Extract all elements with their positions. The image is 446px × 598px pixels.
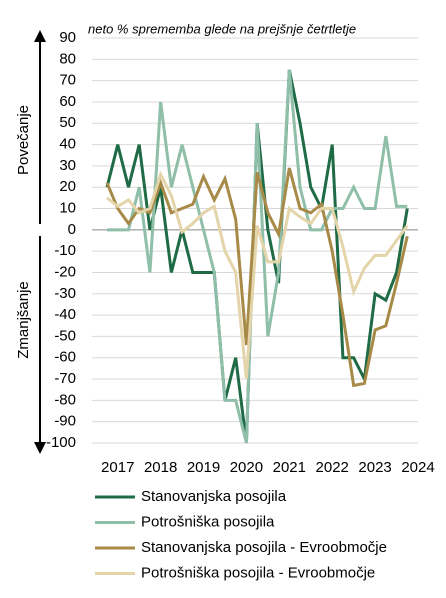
y-tick-label: 80 (59, 50, 76, 67)
x-tick-label: 2019 (187, 459, 220, 476)
x-tick-label: 2024 (401, 459, 434, 476)
y-tick-label: -40 (54, 306, 76, 323)
y-tick-label: -60 (54, 349, 76, 366)
y-tick-label: 30 (59, 157, 76, 174)
x-tick-label: 2020 (230, 459, 263, 476)
y-tick-label: 20 (59, 178, 76, 195)
y-tick-label: -80 (54, 391, 76, 408)
y-tick-label: 10 (59, 199, 76, 216)
y-tick-label: -30 (54, 285, 76, 302)
x-tick-label: 2021 (273, 459, 306, 476)
up-label: Povečanje (15, 105, 32, 175)
series-line (106, 170, 409, 380)
y-tick-label: 70 (59, 72, 76, 89)
y-tick-label: 50 (59, 114, 76, 131)
legend-label: Stanovanjska posojila (141, 488, 287, 505)
y-tick-label: 60 (59, 93, 76, 110)
y-tick-label: 0 (68, 221, 76, 238)
series-line (107, 69, 408, 444)
legend-label: Potrošniška posojila - Evroobmočje (141, 564, 375, 581)
x-tick-label: 2017 (101, 459, 134, 476)
series-line (105, 167, 409, 388)
down-label: Zmanjšanje (15, 281, 32, 359)
y-tick-label: -10 (54, 242, 76, 259)
y-tick-label: -70 (54, 370, 76, 387)
y-tick-label: 90 (59, 29, 76, 46)
x-tick-label: 2018 (144, 459, 177, 476)
y-tick-label: -20 (54, 263, 76, 280)
legend-label: Stanovanjska posojila - Evroobmočje (141, 539, 387, 556)
x-tick-label: 2023 (358, 459, 391, 476)
y-tick-label: -50 (54, 327, 76, 344)
y-tick-label: 40 (59, 136, 76, 153)
x-tick-label: 2022 (316, 459, 349, 476)
y-tick-label: -100 (46, 434, 76, 451)
y-tick-label: -90 (54, 413, 76, 430)
legend-label: Potrošniška posojila (141, 513, 275, 530)
chart-title: neto % sprememba glede na prejšnje četrt… (88, 21, 356, 36)
